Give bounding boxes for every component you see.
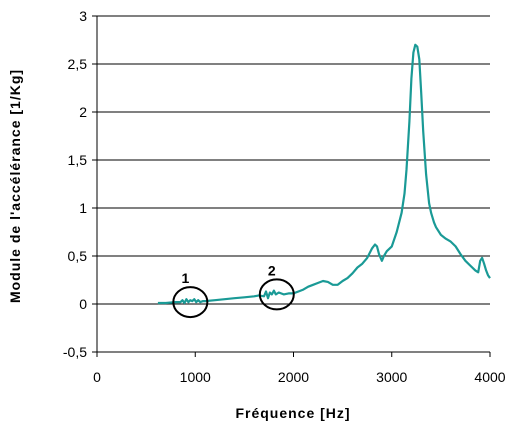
annotation-circle <box>258 278 295 311</box>
y-tick-label: 1,5 <box>68 152 88 168</box>
x-tick-labels: 0 1000 2000 3000 4000 <box>93 369 506 385</box>
y-tick-label: 1 <box>79 200 87 216</box>
y-tick-label: 3 <box>79 8 87 24</box>
y-tick-label: 0 <box>79 296 87 312</box>
y-tick-label: -0,5 <box>63 344 87 360</box>
annotation-label: 1 <box>181 270 189 286</box>
y-tick-label: 0,5 <box>68 248 88 264</box>
annotation-label: 2 <box>268 262 276 278</box>
x-axis-label: Fréquence [Hz] <box>235 405 350 421</box>
x-tick-label: 2000 <box>278 369 309 385</box>
gridlines <box>97 15 490 305</box>
series-line <box>157 43 491 305</box>
annotation-circle <box>172 286 209 319</box>
x-tick-label: 3000 <box>376 369 407 385</box>
y-tick-labels: -0,5 0 0,5 1 1,5 2 2,5 3 <box>63 8 87 360</box>
x-tick-label: 0 <box>93 369 101 385</box>
y-tick-label: 2,5 <box>68 56 88 72</box>
y-axis-label: Module de l'accélérance [1/Kg] <box>7 69 23 303</box>
y-tick-label: 2 <box>79 104 87 120</box>
axes <box>92 15 491 357</box>
x-tick-label: 4000 <box>474 369 505 385</box>
plot-area <box>157 43 491 305</box>
x-tick-label: 1000 <box>180 369 211 385</box>
